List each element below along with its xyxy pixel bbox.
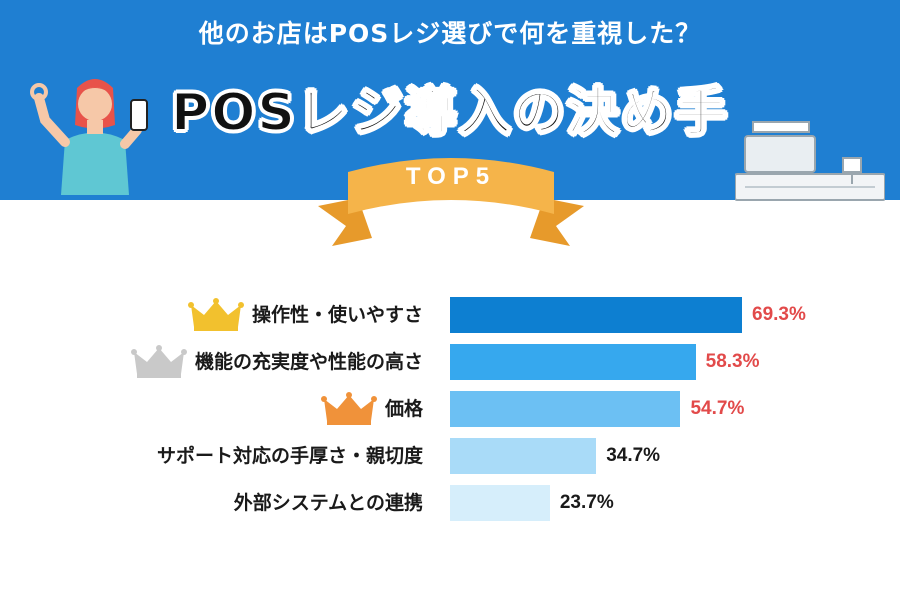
chart-title: POSレジ導入の決め手: [170, 82, 729, 144]
category-label: 価格: [384, 398, 423, 420]
category-label: 外部システムとの連携: [233, 492, 423, 514]
top5-ribbon: [318, 158, 584, 246]
category-label: 機能の充実度や性能の高さ: [194, 351, 423, 373]
crown-silver-icon: [131, 344, 187, 380]
cash-register-illustration: [735, 121, 885, 201]
value-label: 58.3%: [705, 351, 760, 372]
value-label: 69.3%: [752, 304, 806, 325]
bar: [450, 344, 696, 380]
bar: [450, 297, 742, 333]
ribbon-label: TOP5: [405, 163, 497, 190]
category-label: 操作性・使いやすさ: [251, 304, 423, 326]
woman-with-phone-illustration: [30, 79, 148, 195]
crown-gold-icon: [188, 297, 244, 333]
category-label: サポート対応の手厚さ・親切度: [156, 445, 423, 467]
value-label: 34.7%: [606, 445, 661, 466]
bar: [450, 485, 550, 521]
value-label: 54.7%: [690, 398, 745, 419]
subtitle: 他のお店はPOSレジ選びで何を重視した？: [198, 19, 702, 48]
crown-bronze-icon: [321, 391, 377, 427]
value-label: 23.7%: [559, 492, 614, 513]
bar: [450, 391, 681, 427]
bar: [450, 438, 597, 474]
